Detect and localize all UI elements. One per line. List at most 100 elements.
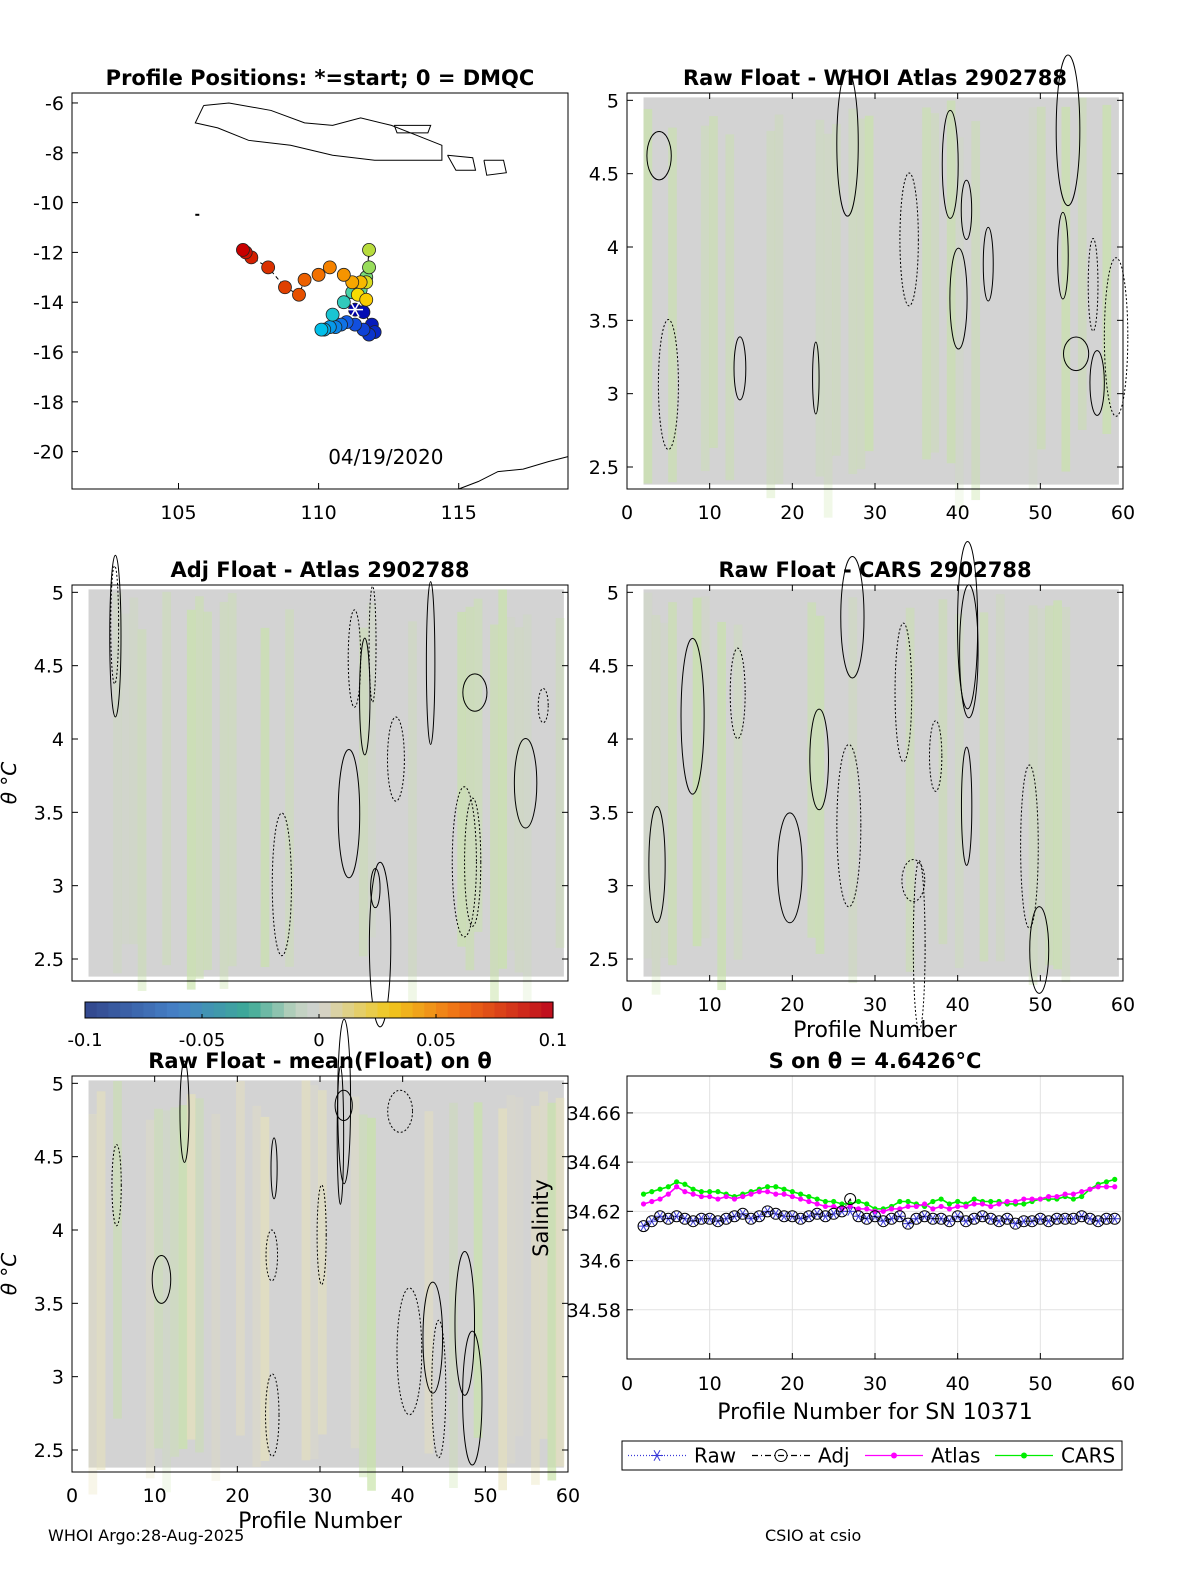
series-point-adj xyxy=(993,1215,1005,1228)
y-tick-label: 4 xyxy=(52,1220,64,1242)
heatmap-cell xyxy=(1036,608,1046,974)
series-point-adj xyxy=(877,1215,890,1228)
y-tick-label: 5 xyxy=(52,1073,64,1095)
raw-marker-stroke xyxy=(657,1211,663,1221)
profile-marker xyxy=(325,307,340,322)
contour-line xyxy=(949,247,968,350)
contour-line xyxy=(836,744,862,908)
x-tick-label: 30 xyxy=(863,502,887,524)
heatmap-cell xyxy=(1102,104,1112,435)
y-tick-label: -20 xyxy=(33,442,64,464)
series-point-cars xyxy=(649,1189,655,1195)
x-tick-label: 40 xyxy=(946,994,970,1016)
heatmap-cell xyxy=(113,1080,122,1419)
series-point-cars xyxy=(798,1191,804,1197)
series-point-atlas xyxy=(1103,1184,1110,1190)
raw-marker-stroke xyxy=(797,1214,804,1224)
colorbar-cell xyxy=(330,1002,343,1018)
contour-line xyxy=(680,637,705,795)
heatmap-cell xyxy=(506,1095,516,1464)
heatmap-cell xyxy=(309,1085,319,1460)
series-point-cars xyxy=(698,1189,705,1195)
x-tick-label: 10 xyxy=(698,1373,722,1395)
series-point-cars xyxy=(988,1198,994,1205)
profile-marker xyxy=(292,287,306,302)
series-point-cars xyxy=(946,1201,953,1207)
heatmap-cell xyxy=(725,134,735,481)
series-point-adj xyxy=(852,1210,865,1223)
panel-title: S on θ = 4.6426°C xyxy=(769,1049,982,1073)
raw-marker-stroke xyxy=(748,1214,754,1224)
colorbar-tick-label: 0 xyxy=(313,1030,324,1051)
series-point-atlas xyxy=(649,1198,655,1205)
heatmap-cell xyxy=(709,116,718,448)
heatmap-cell xyxy=(113,592,122,974)
footer-left: WHOI Argo:28-Aug-2025 xyxy=(48,1526,245,1545)
series-point-cars xyxy=(674,1179,680,1185)
legend-label: Raw xyxy=(694,1444,736,1468)
series-point-adj xyxy=(1034,1212,1047,1225)
y-tick-label: -12 xyxy=(33,242,64,264)
heatmap-cell xyxy=(1077,97,1087,430)
series-point-adj xyxy=(654,1210,667,1223)
series-point-atlas xyxy=(1054,1193,1060,1200)
heatmap-cell xyxy=(473,598,483,932)
legend-marker xyxy=(891,1452,897,1459)
x-tick-label: 20 xyxy=(780,502,804,524)
x-tick-label: 110 xyxy=(300,502,336,524)
heatmap-cell xyxy=(864,115,874,452)
y-axis-label: Salinity xyxy=(529,1179,553,1257)
heatmap-cell xyxy=(408,621,417,1003)
series-point-cars xyxy=(1021,1201,1027,1207)
heatmap-cell xyxy=(938,599,948,945)
series-point-adj xyxy=(1100,1212,1113,1225)
profile-marker xyxy=(278,280,292,295)
y-tick-label: 3 xyxy=(607,876,619,898)
heatmap-cell xyxy=(170,1107,180,1457)
series-point-atlas xyxy=(740,1193,746,1200)
contour-line xyxy=(648,806,666,924)
x-tick-label: 60 xyxy=(1111,1373,1135,1395)
x-axis-label: Profile Number for SN 10371 xyxy=(717,1400,1032,1425)
colorbar-cell xyxy=(529,1002,542,1018)
colorbar-cell xyxy=(108,1002,121,1018)
series-point-adj xyxy=(976,1210,989,1223)
series-point-atlas xyxy=(822,1203,829,1210)
heatmap-cell xyxy=(260,627,270,968)
series-point-adj xyxy=(1059,1212,1072,1225)
raw-marker-stroke xyxy=(855,1211,862,1221)
colorbar-cell xyxy=(272,1002,285,1018)
heatmap-cell xyxy=(1061,606,1071,983)
series-point-adj xyxy=(761,1205,774,1218)
series-point-adj xyxy=(918,1210,931,1223)
series-line-atlas xyxy=(643,1185,1115,1213)
heatmap-cell xyxy=(301,1080,311,1461)
contour-line xyxy=(462,673,488,712)
panel-salinity: S on θ = 4.6426°C 0 10 20 30 40 50 60 34.58 34.6 3… xyxy=(529,1049,1135,1425)
raw-marker-stroke xyxy=(880,1216,887,1226)
raw-marker-stroke xyxy=(772,1209,779,1219)
heatmap-cell xyxy=(692,597,702,947)
profile-marker xyxy=(336,267,351,282)
series-point-atlas xyxy=(1037,1196,1043,1202)
heatmap-cell xyxy=(219,601,229,989)
series-point-atlas xyxy=(674,1184,680,1190)
legend-label: CARS xyxy=(1061,1444,1115,1468)
series-point-adj xyxy=(885,1212,898,1225)
raw-marker-stroke xyxy=(756,1211,763,1221)
contour-line xyxy=(464,797,482,927)
contour-line xyxy=(151,1255,172,1304)
contour-line xyxy=(179,1060,190,1163)
series-point-cars xyxy=(955,1198,961,1205)
colorbar-cell xyxy=(494,1002,507,1018)
series-point-cars xyxy=(682,1181,688,1187)
series-point-atlas xyxy=(1046,1193,1052,1200)
x-tick-label: 40 xyxy=(946,1373,970,1395)
series-point-adj xyxy=(711,1215,724,1228)
series-point-adj xyxy=(1108,1212,1121,1225)
series-point-cars xyxy=(781,1186,787,1192)
series-point-cars xyxy=(897,1198,903,1205)
series-point-cars xyxy=(822,1198,829,1205)
